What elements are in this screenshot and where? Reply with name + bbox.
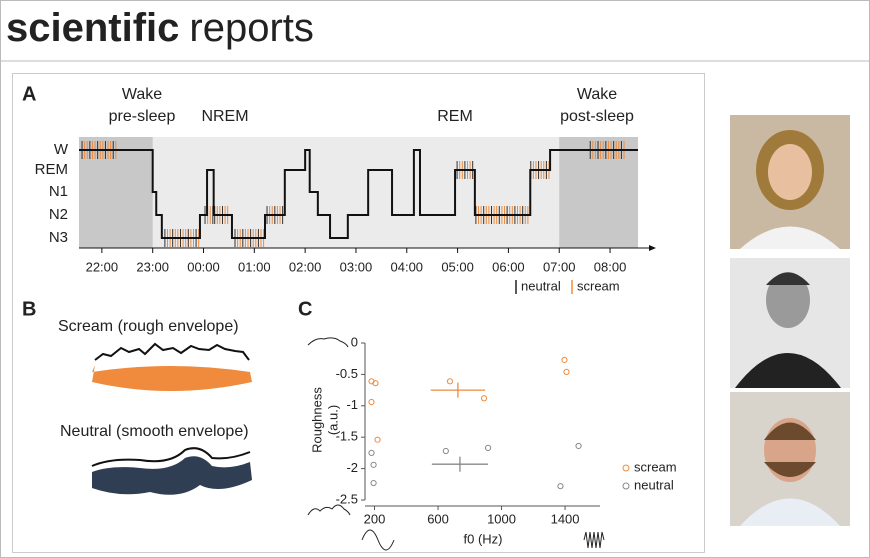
brand: scientific reports xyxy=(6,6,314,50)
scatter-point xyxy=(368,449,375,456)
author-photo xyxy=(730,258,850,388)
y-tick-label: REM xyxy=(35,161,68,178)
scream-waveform xyxy=(92,342,252,391)
y-tick-label: W xyxy=(54,141,69,158)
wake-shading xyxy=(559,137,638,248)
scatter-point xyxy=(563,368,570,375)
legend-label: neutral xyxy=(521,278,561,293)
scatter-point xyxy=(484,444,492,451)
hypnogram-line xyxy=(79,149,638,239)
high-f0-icon xyxy=(583,531,605,549)
stage-annotation: post-sleep xyxy=(560,108,634,125)
scatter-point xyxy=(372,380,379,387)
x-tick-label: 04:00 xyxy=(391,259,424,274)
y-tick-label: -1.5 xyxy=(336,429,358,444)
stage-annotation: Wake xyxy=(577,86,617,103)
axis-arrow xyxy=(649,245,656,251)
author-photo xyxy=(730,115,850,249)
x-tick-label: 06:00 xyxy=(492,259,525,274)
x-tick-label: 00:00 xyxy=(187,259,220,274)
panel-label: A xyxy=(22,83,36,105)
legend-label: scream xyxy=(634,459,677,474)
smooth-icon xyxy=(307,504,351,516)
x-tick-label: 03:00 xyxy=(340,259,373,274)
scatter-point xyxy=(446,378,454,385)
y-tick-label: -1 xyxy=(346,397,358,412)
scatter-point xyxy=(561,356,568,364)
waveform-label: Scream (rough envelope) xyxy=(58,318,239,335)
y-axis-label: (a.u.) xyxy=(325,405,340,435)
stage-annotation: pre-sleep xyxy=(109,108,176,125)
y-tick-label: N1 xyxy=(49,183,68,200)
scatter-point xyxy=(575,442,582,450)
scatter-point xyxy=(368,398,375,406)
x-tick-label: 23:00 xyxy=(136,259,169,274)
x-tick-label: 200 xyxy=(364,511,386,526)
waveform-label: Neutral (smooth envelope) xyxy=(60,423,249,440)
legend-marker xyxy=(622,482,630,490)
brand-bold: scientific xyxy=(6,6,179,50)
y-tick-label: -0.5 xyxy=(336,366,358,381)
stage-annotation: Wake xyxy=(122,86,162,103)
x-tick-label: 07:00 xyxy=(543,259,576,274)
y-tick-label: -2 xyxy=(346,460,358,475)
scatter-point xyxy=(442,447,449,455)
scatter-point xyxy=(370,461,377,468)
x-tick-label: 08:00 xyxy=(594,259,627,274)
author-photo xyxy=(730,392,850,526)
scatter-point xyxy=(480,395,488,402)
y-tick-label: -2.5 xyxy=(336,491,358,506)
x-tick-label: 05:00 xyxy=(441,259,474,274)
y-tick-label: N3 xyxy=(49,229,68,246)
x-axis-label: f0 (Hz) xyxy=(464,531,503,546)
brand-light: reports xyxy=(189,6,314,50)
x-tick-label: 600 xyxy=(427,511,449,526)
low-f0-icon xyxy=(361,529,395,551)
legend-label: neutral xyxy=(634,477,674,492)
sleep-background xyxy=(79,137,638,248)
legend-marker xyxy=(622,464,630,472)
scatter-point xyxy=(370,479,377,487)
x-tick-label: 01:00 xyxy=(238,259,271,274)
x-tick-label: 22:00 xyxy=(86,259,119,274)
stage-annotation: NREM xyxy=(201,108,248,125)
neutral-waveform xyxy=(91,447,252,495)
scatter-point xyxy=(374,436,381,443)
y-tick-label: N2 xyxy=(49,206,68,223)
x-tick-label: 02:00 xyxy=(289,259,322,274)
rough-icon xyxy=(307,337,349,348)
y-tick-label: 0 xyxy=(351,334,358,349)
x-tick-label: 1400 xyxy=(551,511,580,526)
legend-label: scream xyxy=(577,278,620,293)
y-axis-label: Roughness xyxy=(309,387,324,453)
stage-annotation: REM xyxy=(437,108,473,125)
x-tick-label: 1000 xyxy=(487,511,516,526)
panel-label: B xyxy=(22,298,36,320)
panel-label: C xyxy=(298,298,312,320)
scatter-point xyxy=(557,483,564,490)
